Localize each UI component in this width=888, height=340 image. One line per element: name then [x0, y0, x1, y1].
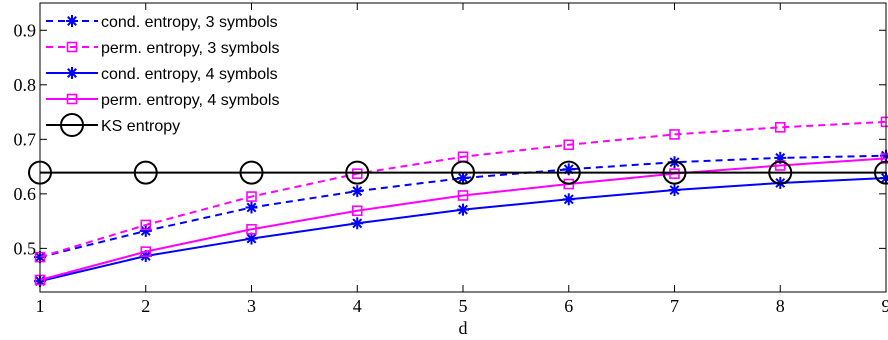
x-axis-label: d	[459, 318, 468, 338]
legend-item: cond. entropy, 4 symbols	[46, 66, 278, 83]
series-layer	[28, 116, 888, 288]
legend-item: perm. entropy, 4 symbols	[46, 92, 279, 109]
data-point	[457, 203, 469, 216]
data-point	[556, 160, 581, 185]
y-tick-label: 0.5	[14, 238, 37, 258]
x-tick-label: 7	[670, 296, 679, 316]
legend-item: KS entropy	[46, 113, 180, 137]
data-point	[246, 191, 257, 202]
x-tick-label: 9	[882, 296, 888, 316]
data-point	[139, 224, 152, 237]
data-point	[239, 160, 264, 185]
x-tick-label: 8	[776, 296, 785, 316]
data-point	[662, 160, 687, 185]
data-point	[451, 160, 475, 185]
data-point	[351, 168, 363, 179]
data-point	[774, 122, 786, 133]
data-point	[669, 168, 680, 179]
legend-marker	[66, 15, 78, 27]
data-point	[133, 160, 158, 185]
data-point	[351, 217, 364, 230]
x-tick-label: 3	[247, 296, 256, 316]
legend-item: perm. entropy, 3 symbols	[46, 40, 279, 57]
data-point	[457, 172, 469, 185]
data-point	[768, 160, 793, 185]
legend-label: cond. entropy, 4 symbols	[101, 66, 278, 83]
data-point	[563, 139, 575, 151]
series-line	[39, 157, 887, 281]
data-point	[563, 178, 575, 190]
y-tick-label: 0.8	[14, 75, 37, 95]
data-point	[140, 246, 152, 257]
data-point	[668, 184, 681, 197]
data-point	[351, 185, 364, 198]
x-tick-label: 2	[141, 296, 150, 316]
series-2	[34, 172, 888, 288]
series-4	[28, 160, 888, 185]
series-line	[39, 177, 887, 283]
legend-marker	[66, 41, 78, 53]
ticks-layer: 1 2 3 4 5 6 7 8 9 0.5 0.6 0.7 0.8 0.9	[14, 3, 888, 316]
data-point	[562, 193, 575, 206]
legend-marker	[66, 93, 78, 105]
series-line	[39, 154, 887, 259]
data-point	[669, 129, 680, 140]
legend: cond. entropy, 3 symbols perm. entropy, 3…	[46, 14, 279, 137]
y-tick-label: 0.9	[14, 20, 37, 40]
legend-marker	[60, 113, 84, 137]
legend-label: cond. entropy, 3 symbols	[101, 14, 278, 31]
legend-marker	[66, 67, 78, 79]
x-tick-label: 6	[564, 296, 573, 316]
legend-label: perm. entropy, 4 symbols	[101, 92, 279, 109]
x-tick-label: 1	[36, 296, 45, 316]
legend-item: cond. entropy, 3 symbols	[46, 14, 278, 31]
y-tick-label: 0.6	[14, 184, 37, 204]
series-line	[39, 120, 887, 259]
series-1	[34, 116, 888, 263]
data-point	[351, 205, 363, 217]
x-tick-label: 5	[459, 296, 468, 316]
data-point	[140, 219, 152, 231]
data-point	[457, 190, 469, 201]
legend-label: perm. entropy, 3 symbols	[101, 40, 279, 57]
x-tick-label: 4	[353, 296, 362, 316]
data-point	[345, 160, 370, 185]
y-tick-label: 0.7	[14, 129, 37, 149]
data-point	[246, 223, 257, 235]
legend-label: KS entropy	[101, 118, 180, 135]
data-point	[245, 201, 258, 214]
series-0	[34, 149, 888, 264]
